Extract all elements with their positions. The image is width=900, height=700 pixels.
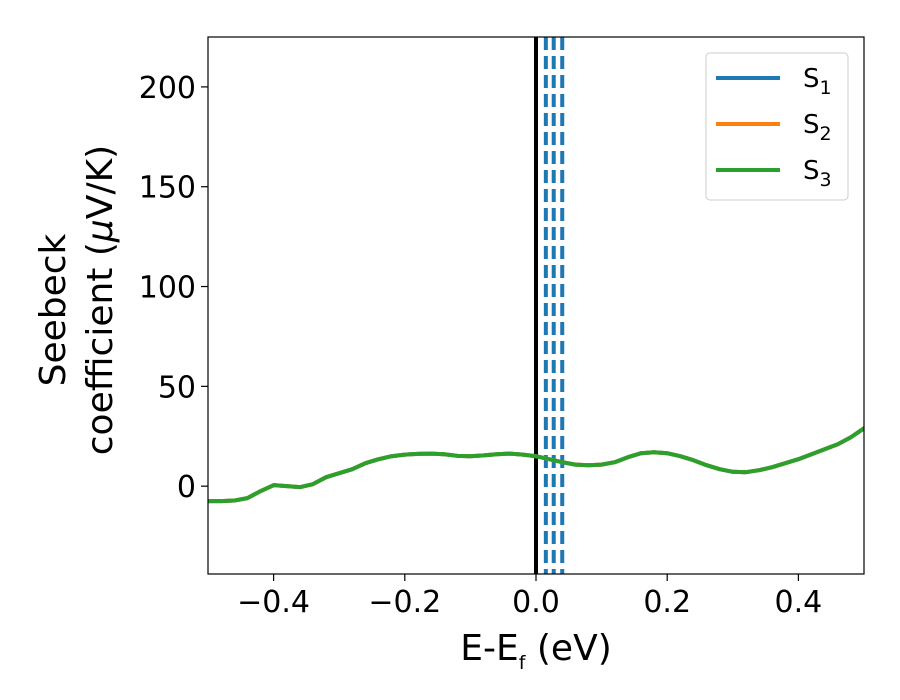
y-axis-title-line2: coefficient (μV/K) [80,145,121,455]
y-tick-label: 0 [177,470,196,505]
series-line-s3 [208,426,864,504]
legend-label-s3: S3 [803,156,832,191]
legend-label-s1: S1 [803,64,832,99]
x-tick-label: 0.4 [775,585,823,620]
y-tick-label: 150 [139,171,196,206]
x-axis-title: E-Ef (eV) [460,628,612,674]
y-axis-title-line1: Seebeck [33,233,74,386]
x-tick-label: −0.2 [368,585,441,620]
legend-label-s2: S2 [803,110,832,145]
legend-box [705,52,849,201]
x-tick-label: 0.0 [512,585,560,620]
legend: S1 S2 S3 [705,52,849,201]
x-tick-label: −0.4 [237,585,310,620]
x-tick-label: 0.2 [643,585,691,620]
y-tick-label: 100 [139,271,196,306]
y-tick-label: 50 [158,370,196,405]
y-tick-label: 200 [139,71,196,106]
